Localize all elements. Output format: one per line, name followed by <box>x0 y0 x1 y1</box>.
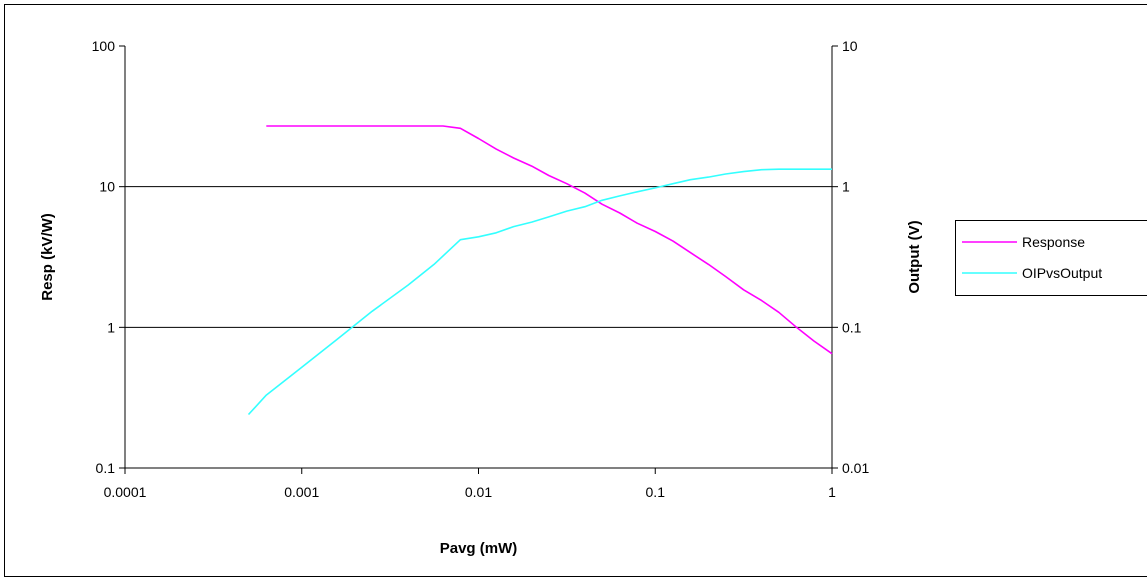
y2-tick-label: 1 <box>842 179 850 195</box>
y2-axis-title: Output (V) <box>906 220 923 293</box>
legend-label-response: Response <box>1022 234 1085 250</box>
y2-tick-label: 0.1 <box>842 319 862 335</box>
y2-tick-label: 0.01 <box>842 460 869 476</box>
legend-label-oipvsoutput: OIPvsOutput <box>1022 265 1102 281</box>
x-tick-label: 0.1 <box>646 484 666 500</box>
y-tick-label: 100 <box>92 38 116 54</box>
y-tick-label: 1 <box>107 319 115 335</box>
y-tick-label: 0.1 <box>96 460 116 476</box>
x-tick-label: 0.0001 <box>104 484 147 500</box>
series-line-response <box>266 125 833 355</box>
x-tick-label: 0.01 <box>465 484 492 500</box>
y2-tick-label: 10 <box>842 38 858 54</box>
x-tick-label: 0.001 <box>284 484 319 500</box>
x-axis-title: Pavg (mW) <box>440 540 518 557</box>
series-line-oipvsoutput <box>247 168 832 416</box>
x-tick-label: 1 <box>828 484 836 500</box>
y-tick-label: 10 <box>99 179 115 195</box>
legend-box <box>955 220 1147 296</box>
y-axis-title: Resp (kV/W) <box>39 213 56 301</box>
